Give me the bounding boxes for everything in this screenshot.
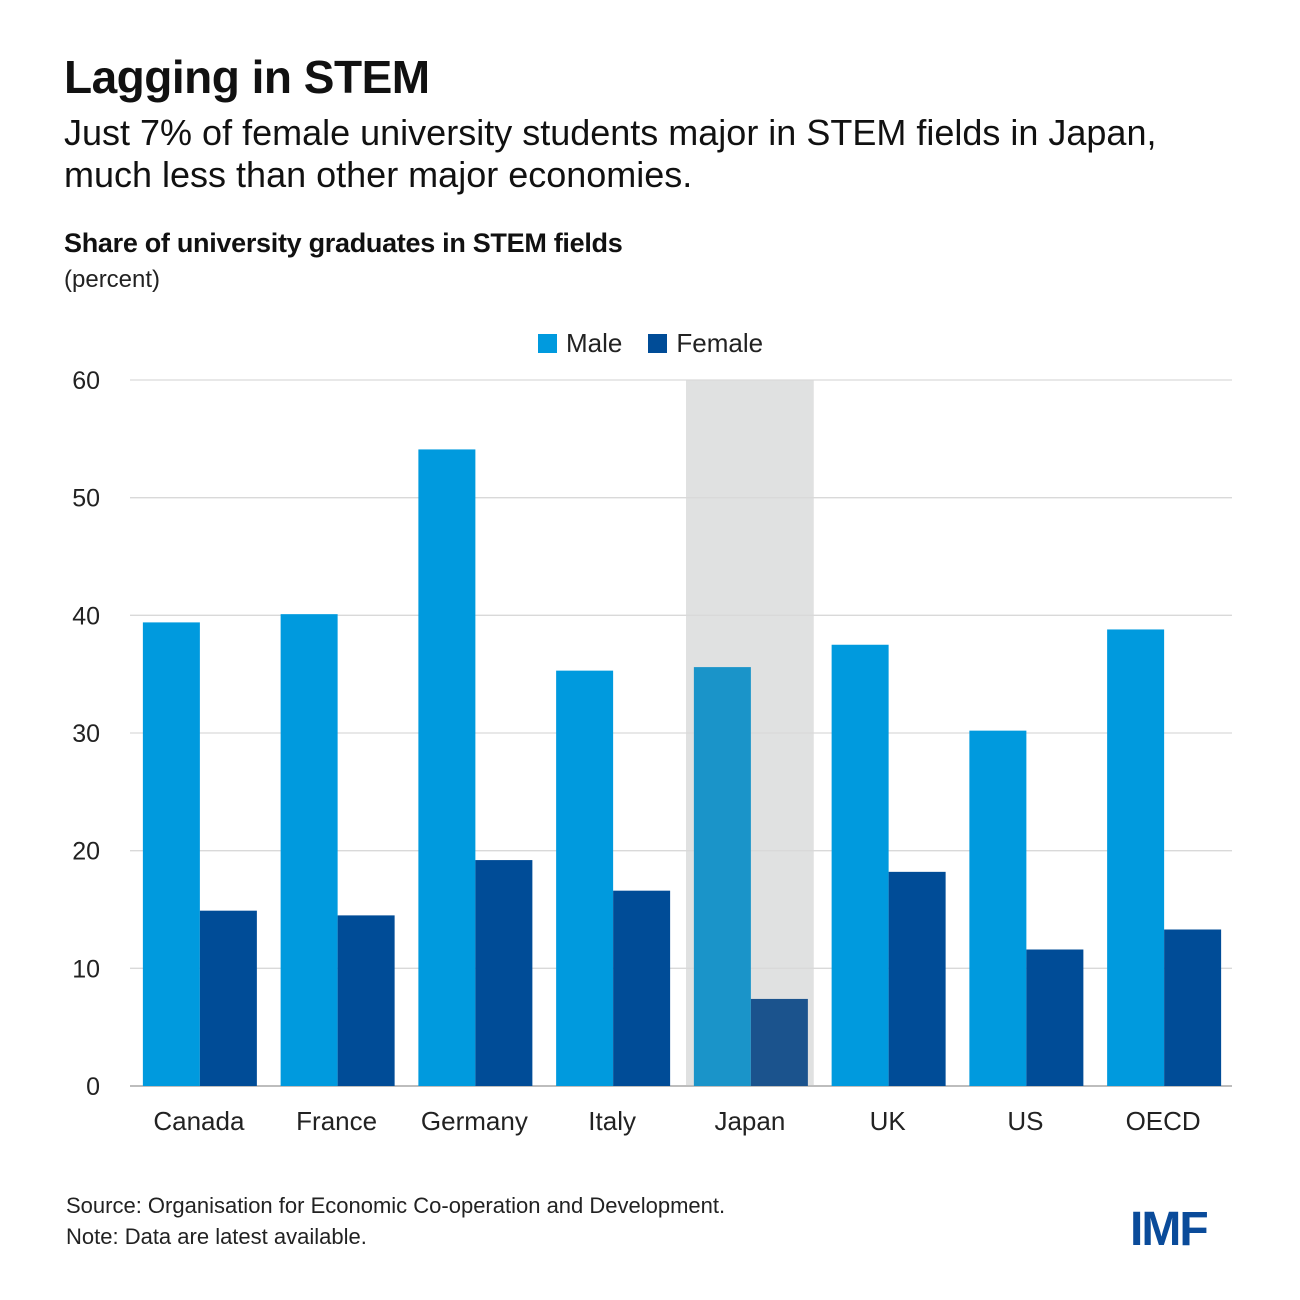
y-tick-label: 50 — [72, 485, 100, 513]
bar-female-oecd — [1164, 929, 1222, 1086]
x-tick-label: OECD — [1126, 1106, 1201, 1136]
legend-swatch-male — [538, 334, 557, 353]
y-tick-label: 60 — [72, 367, 100, 395]
bar-male-canada — [142, 622, 200, 1086]
x-tick-label: US — [1007, 1106, 1043, 1136]
bar-female-germany — [475, 860, 533, 1086]
page-title: Lagging in STEM — [64, 51, 430, 103]
chart-footer: Source: Organisation for Economic Co-ope… — [66, 1190, 725, 1252]
bar-male-italy — [556, 670, 614, 1086]
bar-female-uk — [888, 871, 946, 1086]
legend-label-male: Male — [566, 328, 623, 358]
legend-label-female: Female — [676, 328, 764, 358]
bar-female-japan — [750, 998, 808, 1086]
bar-female-france — [337, 915, 395, 1086]
y-tick-label: 20 — [72, 838, 100, 866]
legend-swatch-female — [648, 334, 668, 353]
x-tick-label: Canada — [153, 1106, 245, 1136]
x-tick-label: UK — [870, 1106, 907, 1136]
bar-female-italy — [613, 890, 671, 1086]
y-tick-label: 40 — [72, 602, 100, 630]
legend-item-female: Female — [648, 328, 763, 359]
legend-item-male: Male — [538, 328, 622, 359]
x-tick-label: Italy — [588, 1106, 636, 1136]
bar-male-germany — [418, 449, 476, 1086]
bar-male-uk — [831, 644, 889, 1086]
x-tick-label: Germany — [421, 1106, 528, 1136]
bar-female-canada — [199, 910, 257, 1086]
bar-male-france — [280, 614, 338, 1086]
data-note: Note: Data are latest available. — [66, 1224, 367, 1249]
page-subtitle: Just 7% of female university students ma… — [64, 112, 1157, 195]
bar-male-japan — [693, 667, 751, 1086]
bar-female-us — [1026, 949, 1084, 1086]
chart-legend: Male Female — [538, 328, 789, 359]
bar-male-us — [969, 730, 1027, 1086]
imf-logo: IMF — [1130, 1203, 1209, 1256]
y-tick-label: 0 — [86, 1073, 100, 1101]
chart-title: Share of university graduates in STEM fi… — [64, 228, 623, 258]
x-tick-label: France — [296, 1106, 377, 1136]
x-tick-label: Japan — [714, 1106, 785, 1136]
bar-male-oecd — [1107, 629, 1165, 1086]
y-tick-label: 10 — [72, 955, 100, 983]
y-tick-label: 30 — [72, 720, 100, 748]
chart-unit-label: (percent) — [64, 266, 161, 293]
source-note: Source: Organisation for Economic Co-ope… — [66, 1193, 726, 1218]
